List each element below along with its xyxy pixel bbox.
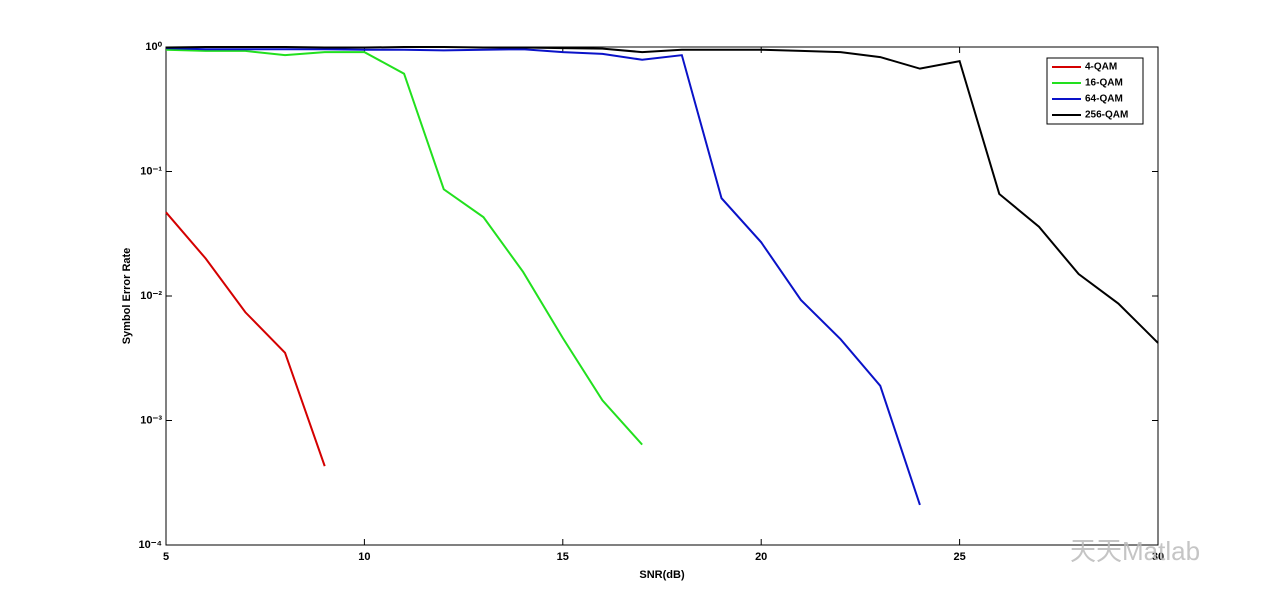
series-line [165,46,1159,344]
y-tick-label: 10⁻⁴ [139,539,162,551]
x-tick-label: 5 [163,551,169,563]
legend-box [1046,57,1144,125]
x-tick-label: 30 [1152,551,1164,563]
legend-label: 256-QAM [1085,110,1128,121]
series-line [165,47,921,506]
y-axis-label: Symbol Error Rate [121,248,133,345]
x-tick-label: 10 [358,551,370,563]
legend-label: 4-QAM [1085,62,1117,73]
y-tick-label: 10⁰ [145,41,162,53]
legend-label: 16-QAM [1085,78,1123,89]
y-tick-label: 10⁻³ [140,414,162,426]
plot-area [165,46,1159,546]
x-tick-label: 15 [557,551,569,563]
legend-label: 64-QAM [1085,94,1123,105]
x-tick-label: 25 [953,551,965,563]
y-tick-label: 10⁻¹ [140,165,162,177]
y-tick-label: 10⁻² [140,290,162,302]
x-axis-label: SNR(dB) [639,569,685,581]
watermark: 天天Matlab [1070,536,1200,566]
series-line [165,48,643,446]
x-tick-label: 20 [755,551,767,563]
series-line [165,211,326,467]
